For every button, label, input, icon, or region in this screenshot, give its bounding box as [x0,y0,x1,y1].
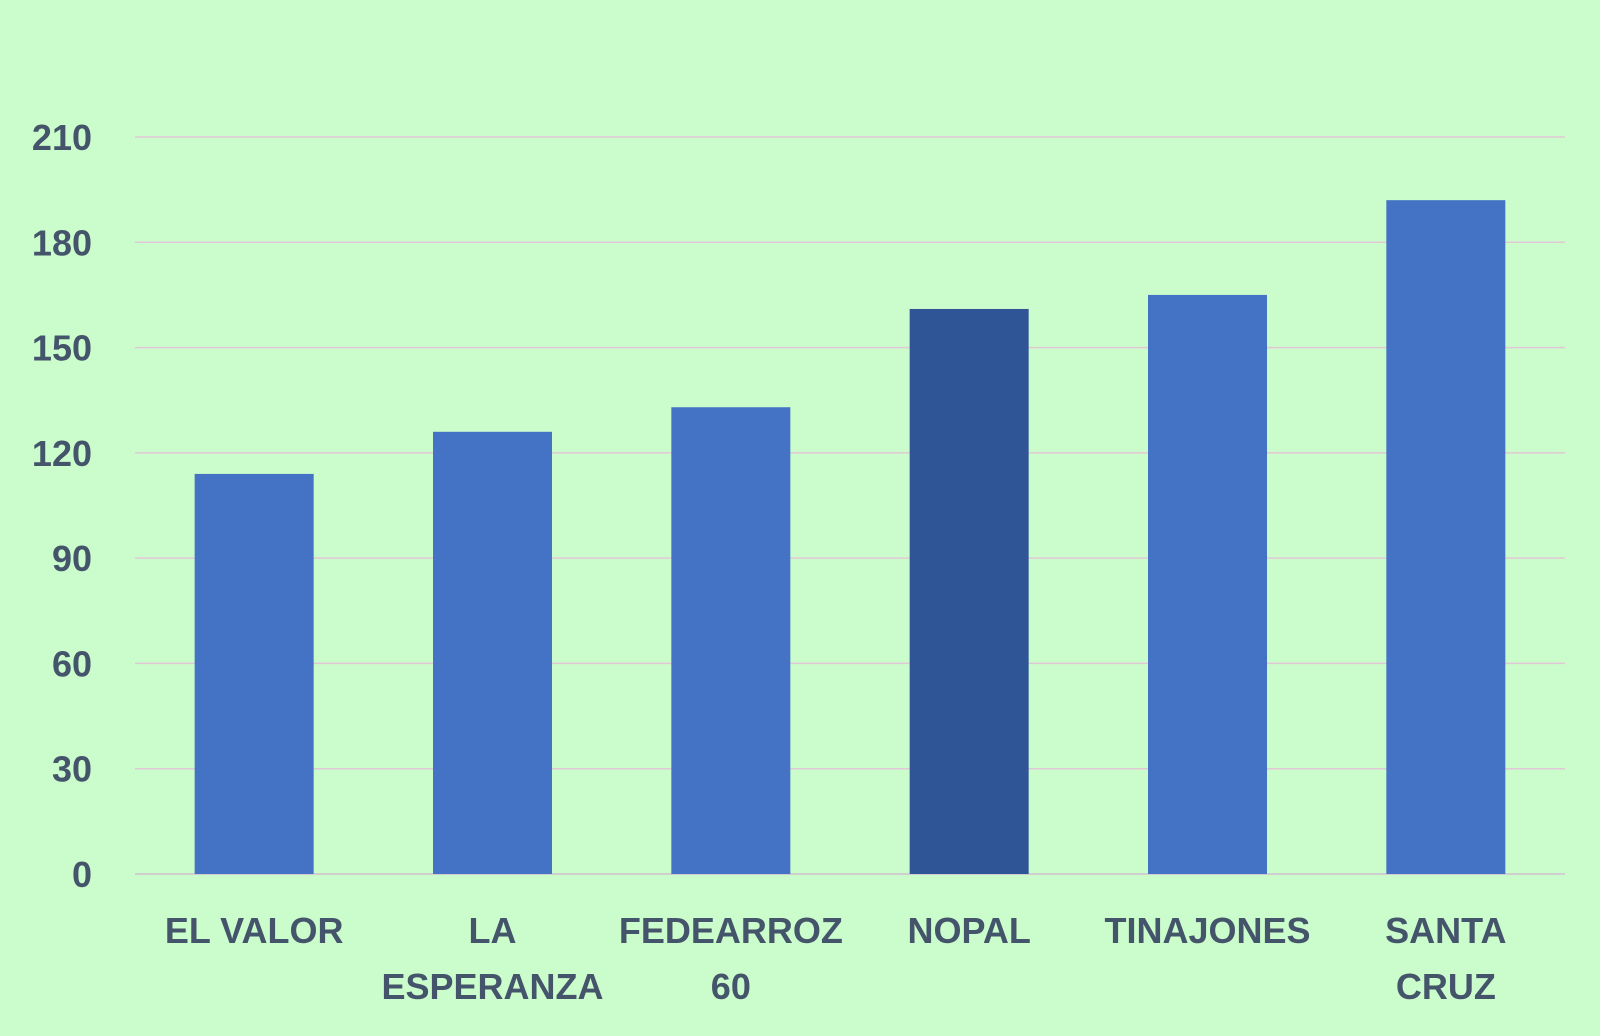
x-tick-label-line: TINAJONES [1104,910,1310,951]
x-axis-labels: EL VALOR LA ESPERANZA FEDEARROZ 60 NOPAL TINAJ… [165,910,1507,1007]
x-tick-label: SANTA CRUZ [1385,910,1506,1007]
bar [1148,294,1267,874]
bar [433,431,552,874]
y-tick-label: 180 [32,222,92,263]
bar [1386,200,1506,874]
x-tick-label: FEDEARROZ 60 [619,910,843,1007]
x-tick-label: EL VALOR [165,910,344,951]
bar [909,308,1029,874]
x-tick-label-line: SANTA [1385,910,1506,951]
x-tick-label-line: EL VALOR [165,910,344,951]
x-tick-label-line: CRUZ [1396,966,1496,1007]
y-tick-label: 210 [32,117,92,158]
x-tick-label-line: LA [469,910,517,951]
y-tick-label: 60 [52,643,92,684]
x-tick-label: TINAJONES [1104,910,1310,951]
bar [671,407,791,874]
x-tick-label-line: FEDEARROZ [619,910,843,951]
y-tick-label: 0 [72,854,92,895]
x-tick-label-line: 60 [711,966,751,1007]
x-tick-label-line: ESPERANZA [381,966,603,1007]
y-tick-label: 30 [52,749,92,790]
x-tick-label-line: NOPAL [908,910,1031,951]
x-tick-label: NOPAL [908,910,1031,951]
y-tick-label: 120 [32,433,92,474]
x-tick-label: LA ESPERANZA [381,910,603,1007]
y-tick-label: 150 [32,328,92,369]
y-tick-label: 90 [52,538,92,579]
gridlines [135,136,1565,875]
y-axis-ticks: 0 30 60 90 120 150 180 210 [32,117,92,895]
bars [194,200,1506,874]
bar [194,473,314,874]
